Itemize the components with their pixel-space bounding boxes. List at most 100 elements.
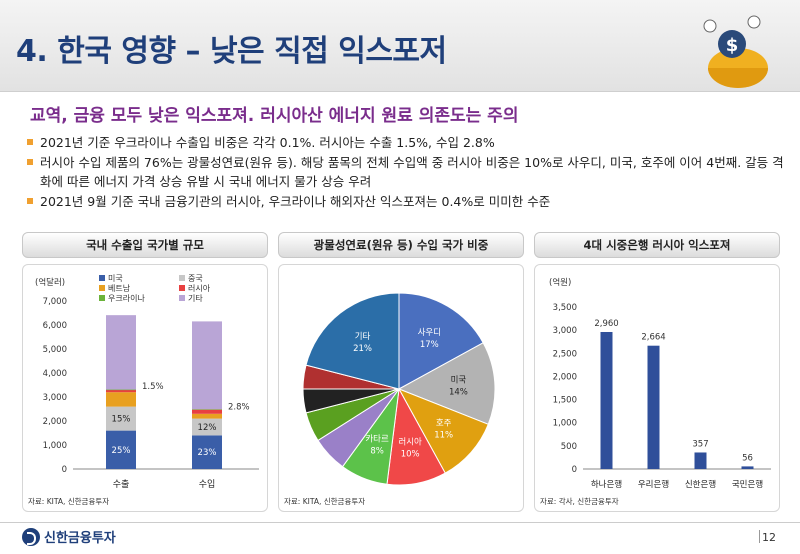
x-tick-label: 하나은행 [591, 479, 622, 490]
bullet-item: 러시아 수입 제품의 76%는 광물성연료(원유 등). 해당 품목의 전체 수… [26, 153, 786, 191]
x-tick-label: 수입 [199, 478, 216, 490]
slice-value-label: 17% [420, 340, 439, 350]
legend-swatch [99, 275, 105, 281]
legend-label: 중국 [188, 274, 203, 283]
data-label: 357 [692, 439, 708, 449]
y-tick-label: 4,000 [43, 369, 67, 379]
bar-segment [192, 418, 222, 436]
middle-panel: 사우디 17% 미국 14% 호주 11% 러시아 10% 카타르 8% 기타 21% [278, 264, 524, 512]
y-tick-label: 5,000 [43, 345, 67, 355]
y-tick-label: 2,000 [553, 372, 577, 382]
x-tick-label: 수출 [113, 479, 130, 490]
pie-slice [397, 342, 496, 425]
bar-segment [192, 409, 222, 414]
bar-segment [192, 435, 222, 469]
x-tick-label: 국민은행 [732, 479, 763, 490]
x-tick-label: 우리은행 [638, 479, 669, 490]
bar [694, 452, 707, 469]
data-label: 23% [198, 448, 217, 458]
slice-name-label: 호주 [436, 418, 452, 428]
russia-share-label: 2.8% [228, 403, 250, 413]
pie-slice [397, 388, 489, 474]
bullet-item: 2021년 9월 기준 국내 금융기관의 러시아, 우크라이나 해외자산 익스포… [26, 192, 786, 211]
left-panel-header: 국내 수출입 국가별 규모 [22, 232, 268, 258]
y-tick-label: 500 [561, 442, 577, 452]
svg-text:$: $ [726, 35, 739, 56]
y-tick-label: 0 [62, 465, 67, 475]
shinhan-logo-icon [22, 527, 40, 546]
middle-panel-header: 광물성연료(원유 등) 수입 국가 비중 [278, 232, 524, 258]
legend-swatch [179, 275, 185, 281]
slice-name-label: 러시아 [398, 436, 422, 447]
right-panel-header: 4대 시중은행 러시아 익스포져 [534, 232, 780, 258]
russia-share-label: 1.5% [142, 382, 164, 392]
bank-exposure-bar-chart: (억원) 0 500 1,000 1,500 2,000 2,500 3,000 3,500 2,… [549, 277, 771, 490]
legend-swatch [179, 285, 185, 291]
y-tick-label: 3,500 [553, 303, 577, 313]
slice-value-label: 21% [353, 344, 372, 354]
page-title: 4. 한국 영향 – 낮은 직접 익스포저 [16, 34, 447, 69]
right-panel: (억원) 0 500 1,000 1,500 2,000 2,500 3,000 3,500 2,… [534, 264, 780, 512]
slice-name-label: 사우디 [418, 328, 441, 338]
bar [647, 345, 660, 469]
slice-value-label: 8% [370, 446, 384, 456]
slice-value-label: 10% [401, 449, 420, 459]
footer-divider [0, 522, 800, 523]
brand-logo: 신한금융투자 [22, 527, 116, 546]
data-label: 12% [198, 423, 217, 433]
section-subtitle: 교역, 금융 모두 낮은 익스포져. 러시아산 에너지 원료 의존도는 주의 [30, 106, 519, 126]
bar-segment [106, 315, 136, 390]
x-tick-label: 신한은행 [685, 479, 716, 490]
legend-swatch [99, 285, 105, 291]
y-tick-label: 3,000 [553, 326, 577, 336]
bar-segment [106, 430, 136, 469]
bar-segment [106, 389, 136, 393]
slice-name-label: 카타르 [365, 434, 389, 444]
left-panel: (억달러) 0 1,000 2,000 3,000 4,000 5,000 6,000 7,00… [22, 264, 268, 512]
legend-swatch [99, 295, 105, 301]
bullet-item: 2021년 기준 우크라이나 수출입 비중은 각각 0.1%. 러시아는 수출 … [26, 133, 786, 152]
y-tick-label: 3,000 [43, 393, 67, 403]
gold-coin-illustration: $ [703, 15, 768, 88]
legend-swatch [179, 295, 185, 301]
left-chart-unit: (억달러) [35, 277, 65, 288]
brand-name: 신한금융투자 [44, 531, 116, 546]
slice-value-label: 11% [434, 430, 453, 440]
slice-name-label: 미국 [451, 375, 467, 385]
trade-stacked-bar-chart: (억달러) 0 1,000 2,000 3,000 4,000 5,000 6,000 7,00… [35, 274, 259, 490]
bullet-list: 2021년 기준 우크라이나 수출입 비중은 각각 0.1%. 러시아는 수출 … [26, 133, 786, 212]
y-tick-label: 1,500 [553, 396, 577, 406]
y-tick-label: 2,500 [553, 349, 577, 359]
bar [600, 331, 613, 469]
middle-source-note: 자료: KITA, 신한금융투자 [284, 497, 366, 506]
page-number: 12 [762, 531, 776, 544]
bar [741, 466, 754, 469]
y-tick-label: 1,000 [553, 419, 577, 429]
data-label: 25% [112, 446, 131, 456]
data-label: 15% [112, 415, 131, 425]
y-tick-label: 0 [572, 465, 577, 475]
pie-slice [305, 292, 400, 390]
right-source-note: 자료: 각사, 신한금융투자 [540, 497, 619, 506]
page-number-divider [759, 530, 760, 543]
slice-name-label: 기타 [355, 332, 371, 342]
bar-segment [192, 409, 222, 410]
y-tick-label: 2,000 [43, 417, 67, 427]
legend-label: 러시아 [188, 283, 211, 293]
bar-segment [106, 392, 136, 407]
y-tick-label: 1,000 [43, 441, 67, 451]
bar-segment [106, 406, 136, 431]
left-source-note: 자료: KITA, 신한금융투자 [28, 497, 110, 506]
y-tick-label: 6,000 [43, 321, 67, 331]
legend-label: 미국 [108, 274, 123, 283]
pie-slice [398, 292, 484, 390]
fuel-import-pie-chart: 사우디 17% 미국 14% 호주 11% 러시아 10% 카타르 8% 기타 21% [302, 292, 496, 486]
y-tick-label: 7,000 [43, 297, 67, 307]
legend-label: 우크라이나 [108, 293, 145, 303]
bar-segment [192, 321, 222, 410]
data-label: 2,664 [641, 333, 665, 343]
bar-segment [192, 413, 222, 419]
data-label: 56 [742, 453, 753, 463]
slice-value-label: 14% [449, 387, 468, 397]
data-label: 2,960 [594, 319, 618, 329]
